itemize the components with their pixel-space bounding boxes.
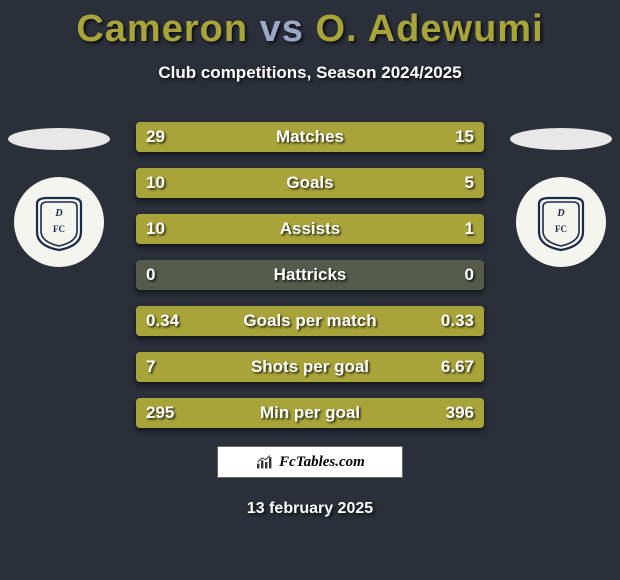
stat-row: Matches2915 (136, 122, 484, 152)
stat-bar-left (136, 168, 368, 198)
stat-bar-right (452, 214, 484, 244)
stat-bar-left (136, 122, 365, 152)
brand-text: FcTables.com (279, 454, 365, 471)
chart-icon (255, 454, 275, 470)
stat-row: Goals per match0.340.33 (136, 306, 484, 336)
comparison-title: Cameron vs O. Adewumi (0, 0, 620, 51)
stat-row: Goals105 (136, 168, 484, 198)
stat-row: Shots per goal76.67 (136, 352, 484, 382)
svg-text:FC: FC (555, 224, 567, 234)
stat-bar-right (312, 306, 484, 336)
stat-bar-right (368, 168, 484, 198)
player1-name: Cameron (76, 8, 248, 50)
stat-bar-left (136, 398, 285, 428)
brand-watermark: FcTables.com (217, 446, 403, 478)
stat-label: Hattricks (136, 260, 484, 290)
stat-rows-container: Matches2915 Goals105 Assists101 Hattricks0 0… (136, 122, 484, 444)
player2-name: O. Adewumi (315, 8, 543, 50)
player1-club-crest: D FC (14, 177, 104, 267)
club-crest-icon: D FC (29, 192, 89, 252)
stat-bar-left (136, 214, 452, 244)
svg-text:D: D (556, 208, 564, 219)
stat-value-left: 0 (146, 260, 155, 290)
subtitle: Club competitions, Season 2024/2025 (0, 63, 620, 83)
player1-shadow-ellipse (8, 128, 110, 150)
player2-shadow-ellipse (510, 128, 612, 150)
stat-row: Assists101 (136, 214, 484, 244)
club-crest-icon: D FC (531, 192, 591, 252)
svg-text:D: D (54, 208, 62, 219)
player2-club-crest: D FC (516, 177, 606, 267)
stat-bar-left (136, 306, 312, 336)
comparison-date: 13 february 2025 (0, 500, 620, 518)
stat-row: Min per goal295396 (136, 398, 484, 428)
stat-value-right: 0 (465, 260, 474, 290)
stat-bar-right (285, 398, 484, 428)
stat-bar-left (136, 352, 314, 382)
stat-bar-right (365, 122, 484, 152)
stat-row: Hattricks0 0 (136, 260, 484, 290)
svg-text:FC: FC (53, 224, 65, 234)
vs-separator: vs (260, 8, 304, 50)
stat-bar-right (314, 352, 484, 382)
